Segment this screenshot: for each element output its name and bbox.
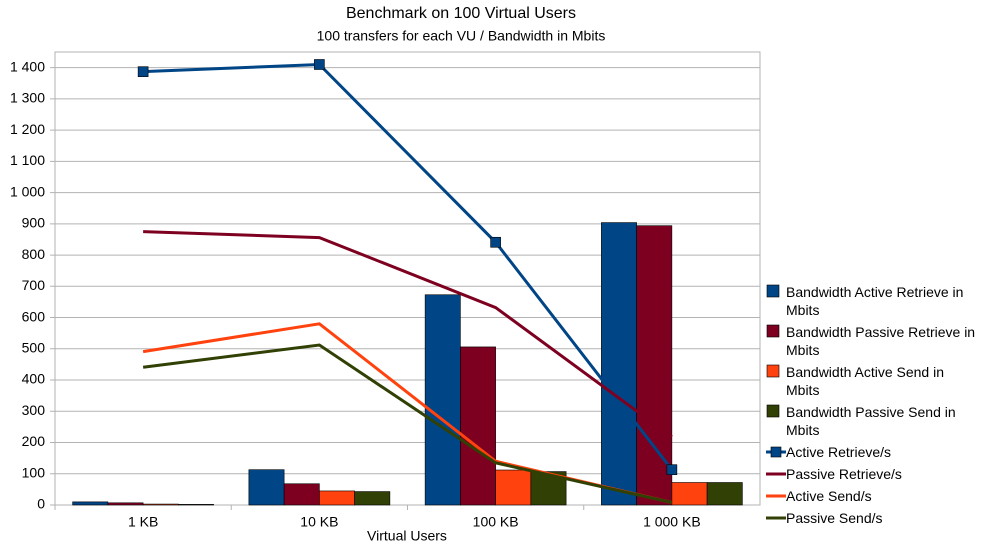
bar <box>601 222 637 506</box>
legend-label: Bandwidth Active Retrieve in Mbits <box>786 284 964 318</box>
y-tick-label: 1 100 <box>10 152 45 168</box>
chart-subtitle: 100 transfers for each VU / Bandwidth in… <box>317 28 606 44</box>
legend-swatch <box>766 446 786 458</box>
legend-label: Passive Send/s <box>786 510 883 526</box>
y-tick-label: 1 000 <box>10 183 45 199</box>
bar <box>354 491 391 506</box>
legend-item: Passive Retrieve/s <box>766 465 980 483</box>
legend-item: Active Send/s <box>766 487 980 505</box>
y-tick-label: 800 <box>22 246 46 262</box>
legend-label: Bandwidth Passive Retrieve in Mbits <box>786 324 976 358</box>
bar <box>283 483 320 506</box>
legend-swatch <box>766 364 780 378</box>
bar <box>460 346 496 506</box>
bar <box>178 504 214 506</box>
y-tick-label: 300 <box>22 402 46 418</box>
legend-box <box>766 324 780 338</box>
legend-swatch <box>766 472 786 476</box>
y-tick-label: 500 <box>22 339 46 355</box>
bar <box>495 469 532 506</box>
x-tick-label: 1 000 KB <box>643 514 701 530</box>
y-tick-label: 900 <box>22 215 46 231</box>
legend-swatch <box>766 324 780 338</box>
line <box>142 343 673 504</box>
bar <box>72 501 109 506</box>
line-marker <box>137 66 149 77</box>
legend-item: Active Retrieve/s <box>766 443 980 461</box>
y-tick-label: 400 <box>22 371 46 387</box>
legend-swatch <box>766 284 780 298</box>
legend-item: Bandwidth Passive Retrieve in Mbits <box>766 323 980 359</box>
legend-item: Bandwidth Active Send in Mbits <box>766 363 980 399</box>
x-tick-label: 10 KB <box>300 514 338 530</box>
line <box>143 62 674 471</box>
x-tick-label: 1 KB <box>128 514 158 530</box>
line-marker <box>666 464 678 475</box>
legend-label: Active Retrieve/s <box>786 444 892 460</box>
line-marker <box>314 59 325 70</box>
y-tick-label: 0 <box>37 496 45 512</box>
bar <box>248 469 285 506</box>
y-tick-label: 700 <box>22 277 46 293</box>
bar <box>142 503 179 506</box>
legend-swatch <box>766 494 786 498</box>
y-tick-label: 1 200 <box>10 121 45 137</box>
bar <box>424 294 461 506</box>
legend-box <box>766 404 780 418</box>
legend-label: Passive Retrieve/s <box>786 466 902 482</box>
legend-item: Passive Send/s <box>766 509 980 527</box>
y-tick-label: 100 <box>22 464 46 480</box>
legend-label: Bandwidth Active Send in Mbits <box>786 364 944 398</box>
y-tick-label: 200 <box>22 433 46 449</box>
line <box>142 322 673 504</box>
x-axis-label: Virtual Users <box>367 528 447 544</box>
y-tick-label: 1 400 <box>10 58 45 74</box>
y-tick-label: 600 <box>22 308 46 324</box>
y-tick-label: 1 300 <box>10 90 45 106</box>
legend-swatch <box>766 516 786 520</box>
legend-item: Bandwidth Active Retrieve in Mbits <box>766 283 980 319</box>
bar <box>636 225 673 506</box>
bar <box>671 482 708 506</box>
legend-box <box>766 284 780 298</box>
line-marker <box>490 236 501 248</box>
x-tick-label: 100 KB <box>473 514 519 530</box>
line <box>143 230 673 439</box>
legend-marker <box>770 446 782 458</box>
legend: Bandwidth Active Retrieve in Mbits Bandwi… <box>766 283 980 531</box>
bar <box>706 482 743 506</box>
bar <box>107 502 144 506</box>
legend-swatch <box>766 404 780 418</box>
legend-item: Bandwidth Passive Send in Mbits <box>766 403 980 439</box>
legend-label: Bandwidth Passive Send in Mbits <box>786 404 956 438</box>
bar <box>319 490 355 506</box>
chart-title: Benchmark on 100 Virtual Users <box>346 5 576 22</box>
legend-label: Active Send/s <box>786 488 872 504</box>
legend-box <box>766 364 780 378</box>
